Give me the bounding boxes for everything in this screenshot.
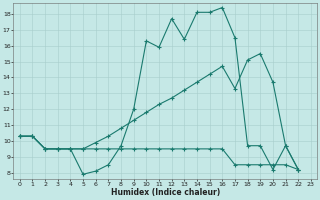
- X-axis label: Humidex (Indice chaleur): Humidex (Indice chaleur): [111, 188, 220, 197]
